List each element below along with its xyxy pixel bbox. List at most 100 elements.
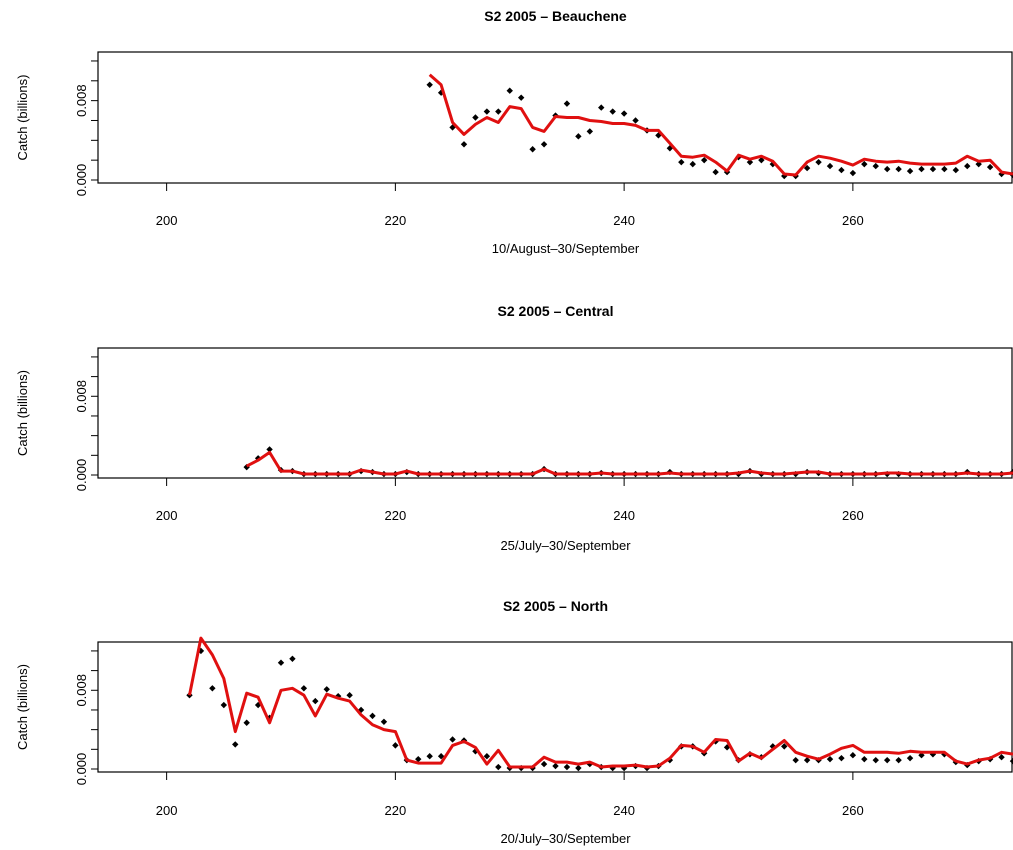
observed-point [517, 94, 525, 101]
observed-point [575, 133, 582, 140]
fitted-line [428, 73, 1013, 177]
observed-point [575, 764, 582, 772]
observed-point [838, 754, 845, 762]
observed-point [861, 755, 868, 763]
observed-point [540, 141, 548, 148]
observed-point [449, 124, 456, 131]
observed-point [415, 755, 422, 763]
y-tick-label: 0.008 [74, 674, 89, 707]
observed-point [472, 114, 479, 121]
observed-point [998, 753, 1005, 761]
x-tick-label: 240 [613, 803, 635, 818]
observed-point [346, 692, 353, 699]
observed-point [712, 168, 719, 176]
y-tick-label: 0.000 [74, 164, 89, 197]
y-tick-label: 0.000 [74, 459, 89, 492]
y-tick-label: 0.000 [74, 753, 89, 786]
observed-point [849, 169, 857, 177]
observed-point [849, 752, 857, 759]
x-tick-label: 200 [156, 803, 178, 818]
observed-point [826, 755, 834, 763]
observed-point [861, 160, 868, 168]
x-tick-label: 260 [842, 213, 864, 228]
observed-point [289, 655, 296, 662]
observed-point [883, 165, 891, 173]
observed-point [209, 685, 216, 692]
observed-point [483, 753, 491, 760]
observed-point [918, 165, 925, 173]
observed-point [746, 158, 754, 166]
x-axis-label: 25/July–30/September [500, 538, 631, 553]
chart-title: S2 2005 – Beauchene [484, 8, 627, 24]
observed-point [906, 754, 914, 762]
observed-point [552, 762, 559, 770]
fitted-line [188, 636, 1013, 769]
observed-point [426, 753, 433, 760]
observed-point [872, 162, 879, 170]
y-axis-label: Catch (billions) [15, 664, 30, 750]
y-tick-label: 0.008 [74, 380, 89, 413]
observed-point [197, 647, 205, 655]
x-axis-label: 20/July–30/September [500, 831, 631, 846]
observed-point [232, 741, 239, 748]
x-tick-label: 220 [385, 803, 407, 818]
observed-point [815, 158, 822, 166]
observed-point [540, 760, 548, 768]
observed-point [700, 156, 708, 164]
y-axis-label: Catch (billions) [15, 75, 30, 161]
plot-frame [97, 641, 1013, 773]
observed-point [895, 165, 902, 173]
chart-panel: S2 2005 – Central 0.000 0.008 Catch (billio… [15, 303, 1013, 553]
observed-point [495, 108, 502, 115]
observed-point [437, 753, 445, 760]
plot-frame [97, 51, 1013, 184]
observed-point [369, 712, 376, 720]
observed-point [483, 108, 491, 115]
observed-point [495, 763, 502, 771]
observed-point [872, 756, 879, 764]
observed-point [964, 162, 971, 170]
observed-point [826, 162, 834, 170]
x-tick-label: 220 [385, 213, 407, 228]
x-tick-label: 220 [385, 508, 407, 523]
x-tick-label: 200 [156, 508, 178, 523]
observed-point [380, 718, 388, 725]
x-tick-label: 240 [613, 508, 635, 523]
observed-point [803, 164, 811, 172]
observed-point [678, 158, 685, 166]
chart-title: S2 2005 – Central [498, 303, 614, 319]
y-axis-label: Catch (billions) [15, 370, 30, 456]
observed-point [598, 104, 605, 111]
observed-point [929, 165, 937, 173]
observed-point [312, 697, 319, 705]
observed-point [803, 756, 811, 764]
observed-point [689, 160, 696, 168]
observed-point [300, 685, 308, 692]
observed-point [392, 742, 399, 749]
x-axis-label: 10/August–30/September [492, 241, 640, 256]
observed-point [941, 165, 948, 173]
observed-point [781, 743, 788, 750]
observed-point [1009, 757, 1013, 765]
x-tick-label: 200 [156, 213, 178, 228]
observed-point [460, 141, 468, 148]
observed-point [906, 167, 914, 175]
observed-point [323, 686, 330, 693]
observed-point [563, 763, 571, 771]
observed-point [449, 736, 456, 743]
y-tick-label: 0.008 [74, 84, 89, 117]
observed-point [895, 756, 902, 764]
observed-point [506, 87, 513, 94]
observed-point [220, 701, 228, 709]
observed-point [243, 719, 250, 726]
observed-point [952, 166, 960, 174]
observed-point [529, 146, 536, 153]
observed-point [472, 748, 479, 755]
observed-point [986, 163, 994, 171]
observed-point [277, 659, 285, 666]
x-tick-label: 260 [842, 803, 864, 818]
observed-point [758, 156, 765, 164]
x-tick-label: 240 [613, 213, 635, 228]
observed-point [792, 756, 799, 764]
